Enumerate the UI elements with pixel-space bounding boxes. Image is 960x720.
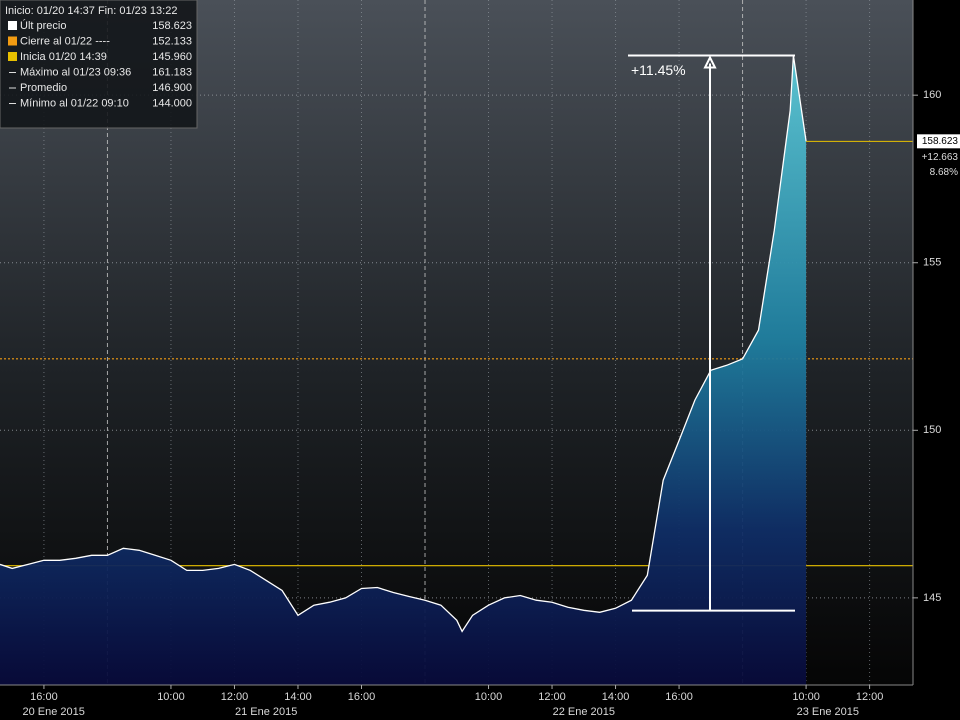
day-label: 20 Ene 2015 <box>23 706 85 718</box>
legend-label: Últ precio <box>20 19 66 32</box>
x-tick-label: 16:00 <box>665 691 693 703</box>
legend-value: 152.133 <box>152 35 192 47</box>
x-tick-label: 16:00 <box>30 691 58 703</box>
legend-value: 144.000 <box>152 97 192 109</box>
area <box>0 55 807 685</box>
legend-label: Cierre al 01/22 ---- <box>20 35 110 47</box>
x-tick-label: 10:00 <box>792 691 820 703</box>
last-change-pct: 8.68% <box>930 167 958 178</box>
legend-value: 161.183 <box>152 66 192 78</box>
legend-label: Máximo al 01/23 09:36 <box>20 66 131 78</box>
legend-label: Mínimo al 01/22 09:10 <box>20 97 129 109</box>
x-axis-panel <box>0 685 913 720</box>
legend-swatch <box>8 52 17 61</box>
legend-label: Inicia 01/20 14:39 <box>20 51 107 63</box>
legend-swatch <box>8 36 17 46</box>
x-tick-label: 10:00 <box>475 691 503 703</box>
header: Inicio: 01/20 14:37 Fin: 01/23 13:22 <box>5 5 177 17</box>
y-tick-label: 150 <box>923 424 941 436</box>
y-axis-panel <box>913 0 960 720</box>
legend-value: 158.623 <box>152 20 192 32</box>
legend: Inicio: 01/20 14:37 Fin: 01/23 13:22 Últ… <box>0 0 198 129</box>
y-tick-label: 160 <box>923 89 941 101</box>
x-tick-label: 14:00 <box>284 691 312 703</box>
legend-frame <box>0 0 198 129</box>
day-label: 22 Ene 2015 <box>553 706 615 718</box>
last-price: 158.623 <box>922 136 959 147</box>
day-label: 23 Ene 2015 <box>797 706 859 718</box>
x-tick-label: 16:00 <box>348 691 376 703</box>
x-tick-label: 12:00 <box>856 691 884 703</box>
arrow-head <box>703 55 717 69</box>
line <box>0 55 807 633</box>
x-tick-label: 12:00 <box>221 691 249 703</box>
y-tick-label: 145 <box>923 592 941 604</box>
day-label: 21 Ene 2015 <box>235 706 297 718</box>
last-tag-box <box>917 134 960 149</box>
legend-swatch <box>8 21 17 30</box>
legend-label: Promedio <box>20 82 67 94</box>
last-change: +12.663 <box>922 152 959 163</box>
x-tick-label: 12:00 <box>538 691 566 703</box>
annotation-text: +11.45% <box>631 62 686 78</box>
legend-value: 145.960 <box>152 51 192 63</box>
legend-value: 146.900 <box>152 82 192 94</box>
x-tick-label: 14:00 <box>602 691 630 703</box>
x-tick-label: 10:00 <box>157 691 185 703</box>
y-tick-label: 155 <box>923 257 941 269</box>
